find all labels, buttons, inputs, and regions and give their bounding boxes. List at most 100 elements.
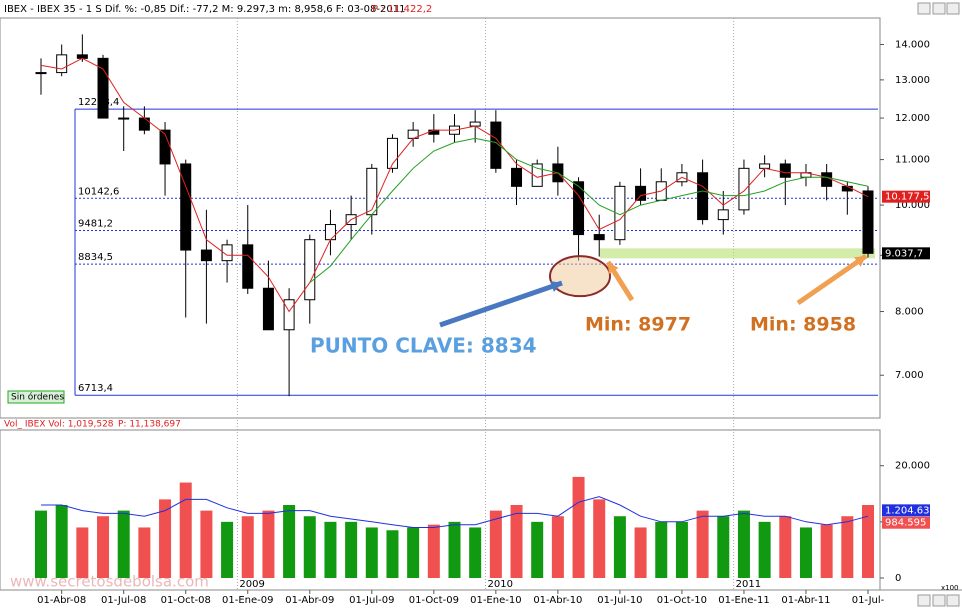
- x-tick-label: 01-Jul-: [852, 595, 885, 606]
- x-tick-label: 01-Abr-11: [781, 595, 830, 606]
- arrow-head: [550, 280, 562, 292]
- button[interactable]: [917, 2, 931, 15]
- candle-body: [221, 244, 233, 262]
- x-tick-label: 01-Ene-10: [470, 595, 521, 606]
- candle-body: [841, 185, 853, 192]
- x-tick-label: 01-Oct-09: [409, 595, 459, 606]
- candle-body: [573, 181, 585, 236]
- volume-bar: [117, 510, 130, 578]
- button[interactable]: [946, 2, 960, 15]
- volume-bar: [737, 510, 750, 578]
- y-tick-label: 7.000: [895, 370, 924, 381]
- candle-body: [324, 224, 336, 241]
- candle-body: [697, 172, 709, 221]
- candle-body: [138, 117, 150, 131]
- volume-bar: [303, 516, 316, 578]
- volume-average: [41, 496, 869, 528]
- price-tag: 9.037,7: [885, 248, 923, 259]
- x-tick-label: 01-Abr-08: [37, 595, 86, 606]
- volume-bar: [841, 516, 854, 578]
- candle-body: [779, 163, 791, 178]
- button[interactable]: [932, 594, 946, 607]
- candle-body: [614, 185, 626, 241]
- volume-bar: [345, 521, 358, 578]
- candle-body: [511, 167, 523, 187]
- y-tick-label: 11.000: [895, 155, 930, 166]
- candle-body: [821, 172, 833, 187]
- candle-body: [97, 57, 109, 119]
- volume-bar: [572, 476, 585, 578]
- window-buttons: [917, 2, 960, 607]
- y-tick-label: 10.000: [895, 200, 930, 211]
- volume-info: Vol_ IBEX Vol: 1,019,528: [4, 420, 114, 430]
- volume-last: P: 11,138,697: [118, 420, 181, 430]
- annotation: Min: 8977: [585, 314, 691, 336]
- level-label: 8834,5: [78, 252, 113, 263]
- candle-body: [366, 167, 378, 216]
- volume-bar: [407, 527, 420, 578]
- price-tag: 10.177,5: [885, 192, 930, 203]
- status: Sin órdenes: [11, 392, 64, 403]
- volume-bar: [159, 499, 172, 578]
- volume-bar: [221, 521, 234, 578]
- button[interactable]: [946, 594, 960, 607]
- volume-bar: [758, 521, 771, 578]
- price-tag-box: [882, 190, 930, 203]
- price-tag: 984.595: [885, 518, 926, 529]
- candle-body: [200, 249, 212, 262]
- level-label: 6713,4: [78, 383, 113, 394]
- candle-body: [35, 72, 47, 75]
- y-tick-label: 8.000: [895, 307, 924, 318]
- volume-bar: [262, 510, 275, 578]
- annotation: PUNTO CLAVE: 8834: [310, 334, 537, 358]
- volume-bar: [386, 530, 399, 578]
- button[interactable]: [917, 594, 931, 607]
- volume-bar: [200, 510, 213, 578]
- x-tick-label: 01-Oct-08: [161, 595, 211, 606]
- candle-body: [304, 239, 316, 301]
- volume-bar: [324, 521, 337, 578]
- year-label: 2009: [239, 579, 264, 590]
- volume-bar: [76, 527, 89, 578]
- moving-average: [40, 57, 869, 313]
- volume-bar: [675, 521, 688, 578]
- x-tick-label: 01-Ene-09: [222, 595, 273, 606]
- candle-body: [469, 121, 481, 127]
- arrow-head: [854, 256, 866, 267]
- candle-body: [862, 190, 874, 254]
- volume-bar: [489, 510, 502, 578]
- volume-bar: [799, 527, 812, 578]
- volume-bar: [55, 505, 68, 578]
- arrow: [439, 280, 563, 328]
- button[interactable]: [932, 2, 946, 15]
- level-label: 10142,6: [78, 186, 119, 197]
- x-tick-label: 01-Jul-09: [349, 595, 394, 606]
- volume-bar: [820, 524, 833, 578]
- price-tag-box: [882, 247, 930, 260]
- volume-bar: [448, 521, 461, 578]
- arrow: [796, 253, 868, 306]
- candle-body: [180, 163, 192, 251]
- x-tick-label: 01-Jul-10: [597, 595, 642, 606]
- price-last: P : 11,422,2: [372, 4, 432, 15]
- status-box: [7, 390, 65, 404]
- price-panel: [0, 17, 881, 419]
- price-tag-box: [882, 516, 930, 529]
- volume-bar: [613, 516, 626, 578]
- volume-bar: [97, 516, 110, 578]
- volume-bar: [862, 505, 874, 578]
- key-ellipse: [549, 255, 611, 298]
- year-label: 2010: [488, 579, 513, 590]
- moving-average: [309, 137, 869, 283]
- volume-bar: [138, 527, 151, 578]
- candle-body: [717, 209, 729, 221]
- y-tick-label: 0: [895, 573, 901, 584]
- y-tick-label: 12.000: [895, 113, 930, 124]
- x-tick-label: 01-Ene-11: [718, 595, 769, 606]
- candle-body: [283, 299, 295, 331]
- volume-bar: [655, 521, 668, 578]
- price-tag-box: [882, 504, 930, 517]
- price-info: IBEX - IBEX 35 - 1 S Dif. %: -0,85 Dif.:…: [4, 4, 405, 15]
